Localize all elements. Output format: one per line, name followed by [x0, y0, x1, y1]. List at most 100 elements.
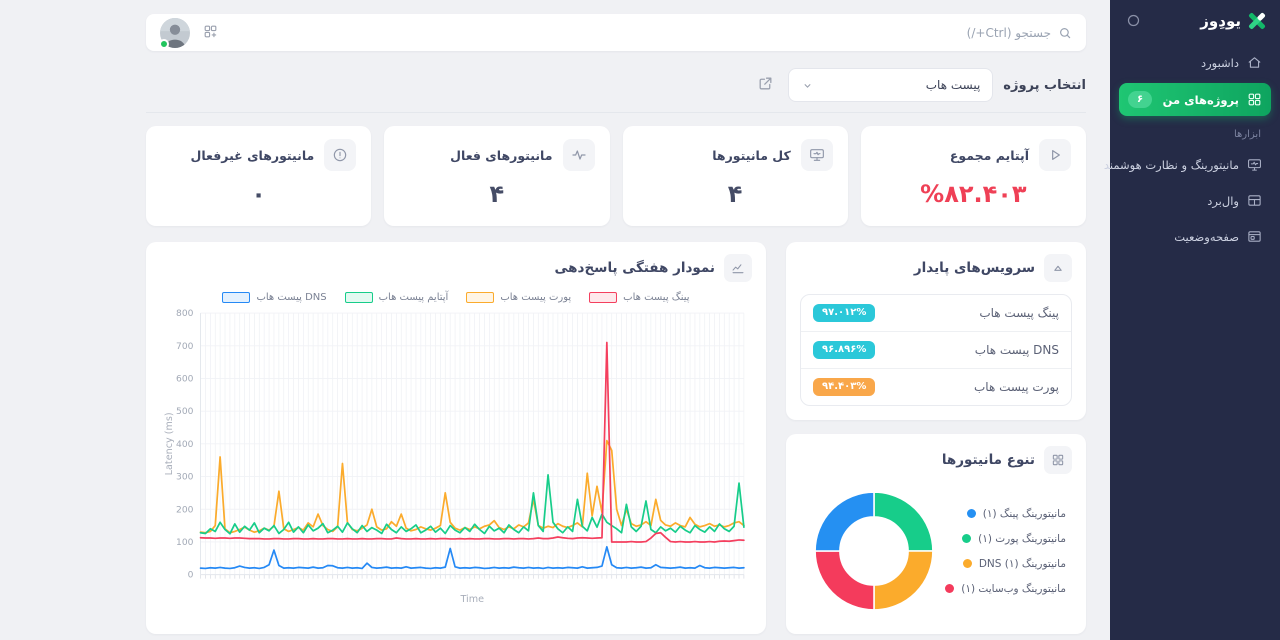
stat-title: کل مانیتورها	[712, 147, 791, 163]
brand-logo[interactable]: یودِوز	[1200, 11, 1268, 31]
stat-card-inactive-monitors: مانیتورهای غیرفعال ۰	[146, 126, 372, 226]
project-select-label: انتخاب پروژه	[1003, 77, 1086, 93]
online-status-dot	[159, 38, 169, 49]
alert-icon	[332, 147, 348, 163]
weekly-latency-title: نمودار هفتگی پاسخ‌دهی	[554, 260, 716, 276]
chevron-down-icon	[801, 79, 814, 92]
service-row[interactable]: پورت پیست هاب ۹۴.۴۰۳%	[801, 368, 1071, 405]
search-icon	[1058, 26, 1072, 40]
service-label: DNS پیست هاب	[974, 343, 1059, 357]
sidebar-item-smart-monitoring[interactable]: مانیتورینگ و نظارت هوشمند	[1104, 149, 1271, 180]
service-row[interactable]: پینگ پیست هاب ۹۷.۰۱۲%	[801, 295, 1071, 331]
stat-title: مانیتورهای غیرفعال	[190, 147, 315, 163]
service-uptime-badge: ۹۶.۸۹۶%	[813, 341, 876, 359]
external-link-icon	[757, 75, 774, 92]
project-selector-row: انتخاب پروژه پیست هاب	[146, 67, 1086, 103]
circle-icon	[1126, 13, 1141, 28]
stable-services-header: سرویس‌های پایدار	[786, 242, 1086, 290]
stable-services-list: پینگ پیست هاب ۹۷.۰۱۲% DNS پیست هاب ۹۶.۸۹۶% پ…	[800, 294, 1072, 406]
line-chart-icon	[724, 254, 752, 282]
stat-title: مانیتورهای فعال	[450, 147, 553, 163]
svg-text:800: 800	[176, 309, 194, 319]
monitor-variety-panel: تنوع مانیتورها مانیتورینگ پینگ (۱) مانیتو…	[786, 434, 1086, 634]
donut-slice	[873, 491, 934, 552]
service-row[interactable]: DNS پیست هاب ۹۶.۸۹۶%	[801, 331, 1071, 368]
svg-text:600: 600	[176, 375, 194, 385]
chart-legend: پینگ پیست هاب پورت پیست هاب آپتایم پیست ها…	[146, 292, 766, 303]
project-select-value: پیست هاب	[925, 78, 981, 92]
weekly-latency-card: نمودار هفتگی پاسخ‌دهی پینگ پیست هاب پورت …	[146, 242, 766, 634]
stat-value: %۸۲.۴۰۳	[920, 180, 1027, 208]
sidebar-collapse-toggle[interactable]	[1125, 13, 1142, 30]
sidebar-item-dashboard[interactable]: داشبورد	[1119, 47, 1271, 78]
sidebar-item-label: صفحه‌وضعیت	[1174, 229, 1239, 244]
chart-legend-item[interactable]: پینگ پیست هاب	[589, 292, 690, 303]
chart-legend-label: پینگ پیست هاب	[623, 292, 690, 303]
section-divider	[146, 112, 1086, 113]
svg-text:100: 100	[176, 538, 194, 548]
content-row: سرویس‌های پایدار پینگ پیست هاب ۹۷.۰۱۲% DNS…	[146, 242, 1086, 634]
project-select[interactable]: پیست هاب	[788, 68, 994, 102]
donut-legend-item[interactable]: مانیتورینگ وب‌سایت (۱)	[945, 583, 1066, 595]
sidebar-item-label: داشبورد	[1200, 55, 1239, 70]
avatar-photo	[160, 17, 190, 48]
screen-icon	[809, 147, 825, 163]
donut-legend-dot	[945, 584, 955, 593]
stat-icon-box	[1039, 139, 1071, 171]
stat-value: ۴	[489, 180, 505, 208]
stat-icon-box	[800, 139, 833, 171]
sidebar-item-wallboard[interactable]: وال‌برد	[1119, 185, 1271, 216]
donut-legend-label: مانیتورینگ پینگ (۱)	[982, 507, 1066, 520]
sidebar-item-my-projects[interactable]: پروژه‌های من ۶	[1119, 83, 1271, 116]
sidebar-item-label: وال‌برد	[1207, 193, 1239, 208]
stat-card-total-uptime: آپتایم مجموع %۸۲.۴۰۳	[860, 126, 1086, 226]
projects-count-badge: ۶	[1128, 91, 1153, 108]
chart-legend-swatch	[222, 292, 251, 303]
donut-slice	[873, 550, 934, 611]
collapse-triangle-icon[interactable]	[1044, 254, 1072, 282]
chart-legend-label: DNS پیست هاب	[256, 292, 327, 303]
donut-legend-label: مانیتورینگ وب‌سایت (۱)	[961, 582, 1066, 595]
chart-plot-area: 0 100 200 300 400 500 600 700 800 Latency (ms) Tim…	[146, 307, 766, 611]
sidebar-section-label: ابزارها	[1233, 129, 1261, 140]
donut-legend-item[interactable]: مانیتورینگ DNS (۱)	[945, 558, 1066, 570]
chart-legend-label: آپتایم پیست هاب	[378, 292, 449, 303]
donut-legend-item[interactable]: مانیتورینگ پورت (۱)	[945, 533, 1066, 545]
svg-text:Latency (ms): Latency (ms)	[164, 412, 175, 475]
user-avatar[interactable]	[159, 17, 190, 49]
sidebar-item-status-page[interactable]: صفحه‌وضعیت	[1119, 221, 1271, 252]
stable-services-title: سرویس‌های پایدار	[913, 260, 1035, 276]
svg-text:0: 0	[188, 571, 194, 581]
grid-icon	[1247, 92, 1262, 107]
monitor-smart-icon	[1247, 157, 1262, 172]
brand-name: یودِوز	[1200, 12, 1241, 30]
donut-legend-label: مانیتورینگ پورت (۱)	[978, 532, 1066, 545]
sidebar-tools-nav: مانیتورینگ و نظارت هوشمند وال‌برد صفحه‌وضع…	[1104, 149, 1271, 252]
chart-legend-swatch	[466, 292, 495, 303]
grid-small-icon	[1044, 446, 1072, 474]
donut-legend-dot	[962, 559, 972, 568]
wallboard-icon	[1247, 193, 1262, 208]
stat-icon-box	[324, 139, 357, 171]
donut-legend-item[interactable]: مانیتورینگ پینگ (۱)	[945, 508, 1066, 520]
sidebar-header: یودِوز	[1119, 9, 1271, 47]
weekly-latency-header: نمودار هفتگی پاسخ‌دهی	[146, 242, 766, 290]
open-project-button[interactable]	[757, 75, 774, 95]
play-icon	[1047, 147, 1063, 163]
chart-legend-item[interactable]: آپتایم پیست هاب	[344, 292, 449, 303]
chart-legend-item[interactable]: پورت پیست هاب	[466, 292, 571, 303]
stat-card-header: مانیتورهای فعال	[399, 139, 595, 171]
chart-legend-swatch	[589, 292, 618, 303]
service-label: پینگ پیست هاب	[979, 306, 1059, 320]
stat-icon-box	[562, 139, 595, 171]
chart-legend-item[interactable]: DNS پیست هاب	[222, 292, 327, 303]
donut-chart[interactable]	[812, 489, 936, 613]
brand-logo-icon	[1246, 11, 1268, 31]
svg-text:200: 200	[176, 505, 194, 515]
search-input[interactable]: جستجو (Ctrl+/)	[967, 26, 1072, 40]
add-workspace-button[interactable]	[203, 24, 218, 42]
donut-slice	[814, 491, 875, 552]
sidebar: یودِوز داشبورد پروژه‌های من ۶ ابزارها مانی…	[1104, 0, 1280, 640]
stat-card-header: مانیتورهای غیرفعال	[161, 139, 357, 171]
